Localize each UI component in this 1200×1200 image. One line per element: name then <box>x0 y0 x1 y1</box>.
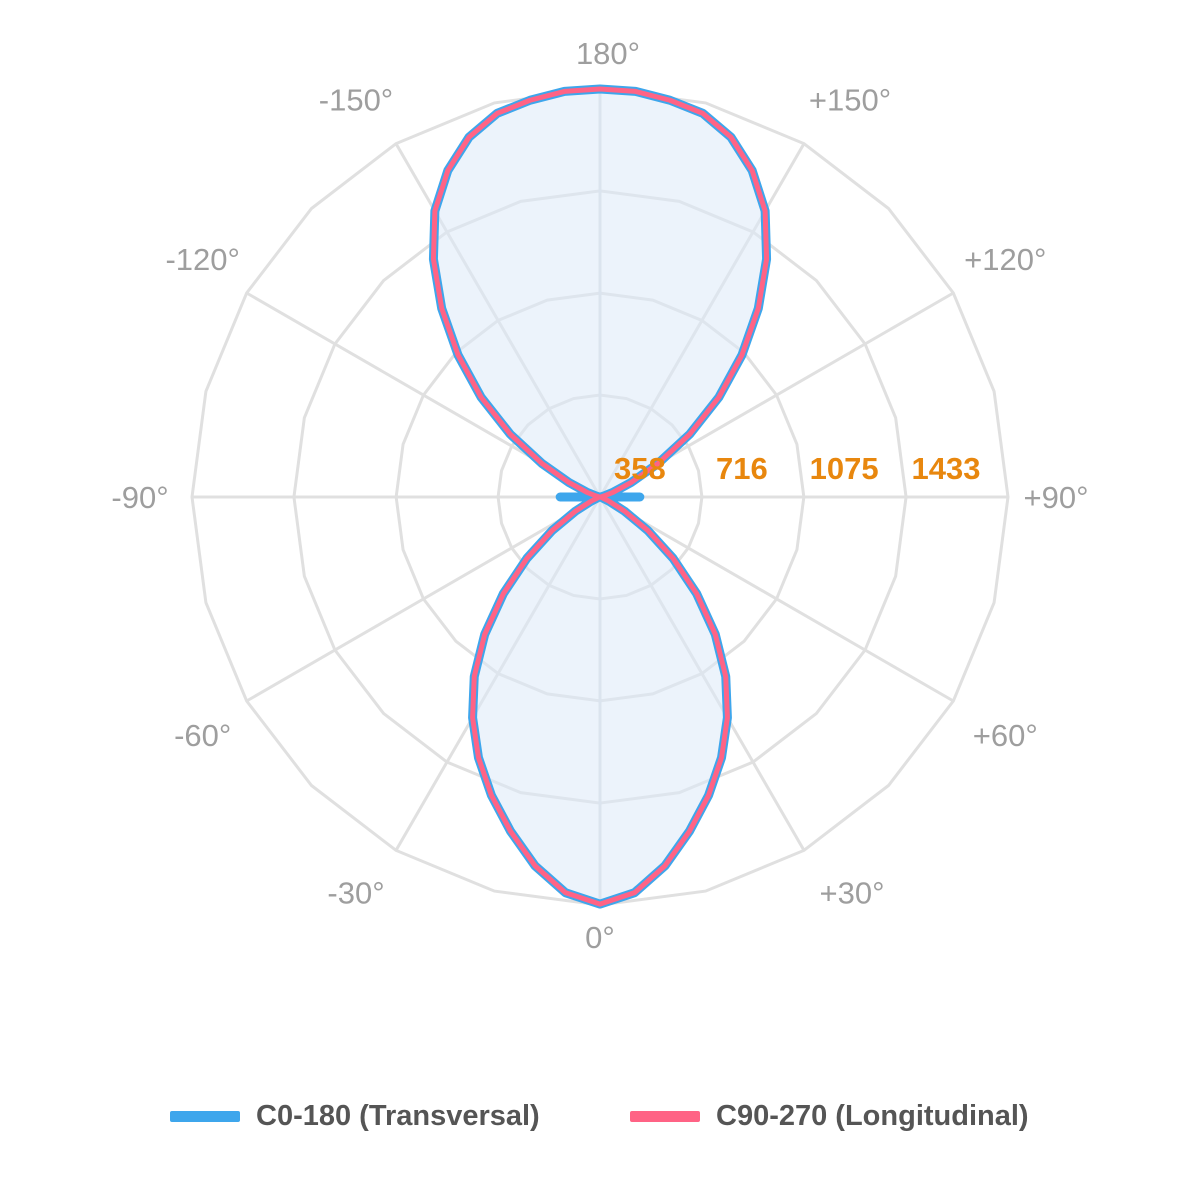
angle-label: 0° <box>585 920 615 955</box>
angle-label: -90° <box>111 480 168 515</box>
grid-spoke <box>599 495 955 703</box>
radial-tick-label: 358 <box>614 451 666 486</box>
radial-tick-label: 1433 <box>912 451 981 486</box>
radial-tick-label: 1075 <box>810 451 879 486</box>
angle-label: -120° <box>165 242 239 277</box>
legend-label-longitudinal: C90-270 (Longitudinal) <box>716 1100 1029 1132</box>
legend-label-transversal: C0-180 (Transversal) <box>256 1100 540 1132</box>
series-line-longitudinal <box>430 86 770 907</box>
angle-label: +150° <box>809 83 891 118</box>
legend: C0-180 (Transversal) C90-270 (Longitudin… <box>0 1100 1200 1150</box>
legend-item-longitudinal[interactable]: C90-270 (Longitudinal) <box>630 1100 1029 1133</box>
radial-tick-label: 716 <box>716 451 768 486</box>
legend-item-transversal[interactable]: C0-180 (Transversal) <box>170 1100 540 1133</box>
angle-label: +90° <box>1024 480 1089 515</box>
axis-labels: 180° +150° +120° +90° +60° +30° 0° -30° -60° -90°… <box>111 36 1088 955</box>
polar-chart: 180° +150° +120° +90° +60° +30° 0° -30° -60° -90°… <box>111 36 1088 955</box>
grid-spoke <box>245 495 601 703</box>
angle-label: -150° <box>319 83 393 118</box>
angle-label: +30° <box>820 875 885 910</box>
legend-swatch-longitudinal <box>630 1111 700 1122</box>
angle-label: 180° <box>576 36 640 71</box>
angle-label: +60° <box>973 718 1038 753</box>
angle-label: +120° <box>964 242 1046 277</box>
legend-swatch-transversal <box>170 1111 240 1122</box>
series-layer <box>428 84 772 909</box>
angle-label: -30° <box>327 875 384 910</box>
angle-label: -60° <box>174 718 231 753</box>
